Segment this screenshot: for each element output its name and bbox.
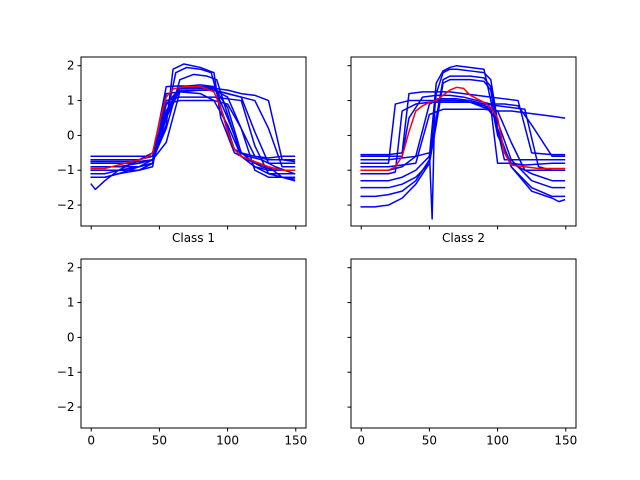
axes-frame	[80, 258, 307, 429]
x-tick-label: 0	[87, 434, 95, 448]
x-tick-label: 0	[357, 434, 365, 448]
sample-line-2	[360, 94, 566, 158]
x-tick-label: 50	[152, 434, 167, 448]
x-tick-label: 100	[486, 434, 509, 448]
sample-line-7	[360, 68, 566, 189]
sample-line-12	[90, 87, 296, 163]
mean-line	[360, 86, 566, 171]
x-axis-label: Class 1	[172, 231, 215, 245]
y-tick-label: −2	[57, 198, 75, 212]
x-tick-label: 150	[284, 434, 307, 448]
sample-line-9	[90, 66, 296, 175]
y-tick-label: 2	[67, 59, 75, 73]
panel-3: 0 50 100 150 −2 −1 0 1 2	[57, 258, 307, 448]
y-tick-label: 1	[67, 94, 75, 108]
x-tick-label: 50	[422, 434, 437, 448]
panel-2: Class 2	[347, 56, 577, 245]
axes-frame	[350, 56, 577, 227]
y-tick-label: −1	[57, 365, 75, 379]
sample-line-7	[90, 99, 296, 178]
x-axis-label: Class 2	[442, 231, 485, 245]
y-tick-label: 0	[67, 330, 75, 344]
x-tick-label: 100	[216, 434, 239, 448]
panel-4: 0 50 100 150	[347, 258, 577, 448]
series-group	[360, 64, 566, 220]
series-group	[90, 63, 296, 191]
y-tick-label: 0	[67, 128, 75, 142]
sample-line-1	[360, 91, 566, 156]
mean-line	[90, 85, 296, 171]
panel-1: −2 −1 0 1 2 Class 1	[57, 56, 307, 245]
y-tick-label: −2	[57, 400, 75, 414]
sample-line-10	[360, 101, 566, 175]
sample-line-10	[90, 63, 296, 171]
y-tick-label: 1	[67, 296, 75, 310]
axes-frame	[80, 56, 307, 227]
sample-line-11	[90, 73, 296, 180]
y-tick-label: 2	[67, 261, 75, 275]
y-tick-label: −1	[57, 163, 75, 177]
sample-line-9	[360, 78, 566, 208]
x-tick-label: 150	[554, 434, 577, 448]
axes-frame	[350, 258, 577, 429]
